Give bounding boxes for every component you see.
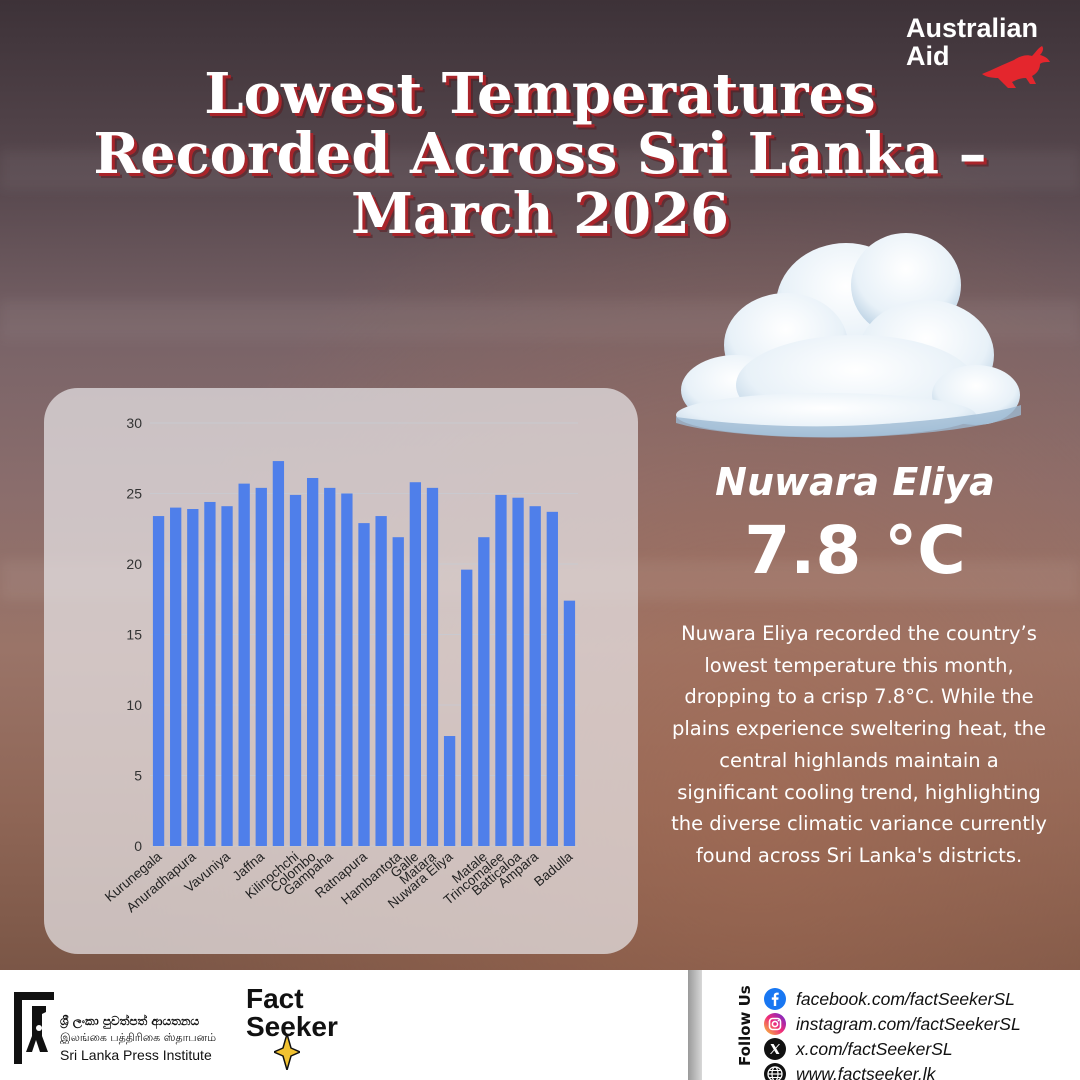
title-line1: Lowest Temperatures (204, 61, 876, 127)
bar (221, 506, 233, 846)
star-icon (274, 1034, 300, 1070)
bar (563, 600, 576, 846)
page-title: Lowest Temperatures Recorded Across Sri … (40, 64, 1040, 244)
social-facebook[interactable]: facebook.com/factSeekerSL (764, 988, 1015, 1010)
cloud-streak (0, 150, 1080, 190)
bar (512, 497, 524, 846)
x-tick-label: Badulla (531, 848, 576, 889)
bar (461, 569, 473, 846)
kangaroo-icon (982, 46, 1050, 88)
bar (152, 516, 165, 846)
factseeker-line1: Fact (246, 983, 304, 1014)
bar (529, 506, 541, 846)
bar (272, 461, 285, 846)
factseeker-logo: Fact Seeker (244, 984, 374, 1074)
australian-aid-logo: Australian Aid (898, 14, 1058, 89)
social-x[interactable]: x.com/factSeekerSL (764, 1038, 953, 1060)
bar (409, 482, 422, 846)
y-tick-label: 15 (126, 627, 142, 643)
y-tick-label: 0 (134, 838, 142, 854)
y-tick-label: 5 (134, 768, 142, 784)
social-web[interactable]: www.factseeker.lk (764, 1063, 935, 1080)
footer-divider (688, 970, 702, 1080)
slpi-sinhala-text: ශ්‍රී ලංකා පුවත්පත් ආයතනය (60, 1014, 200, 1028)
aid-logo-text: Australian Aid (906, 14, 1038, 70)
aid-line1: Australian (906, 13, 1039, 43)
slpi-tamil-text: இலங்கை பத்திரிகை ஸ்தாபனம் (60, 1031, 217, 1044)
follow-us-label: Follow Us (736, 985, 754, 1066)
bar (204, 501, 216, 846)
slpi-english-text: Sri Lanka Press Institute (60, 1047, 212, 1063)
bar (255, 487, 267, 846)
bar (341, 493, 353, 846)
bar (324, 487, 336, 846)
bar (289, 494, 302, 846)
bar (443, 736, 456, 846)
bar (375, 516, 387, 846)
factseeker-line2: Seeker (246, 1011, 338, 1042)
footer: ශ්‍රී ලංකා පුවත්පත් ආයතනය இலங்கை பத்திரி… (0, 970, 1080, 1080)
aid-line2: Aid (906, 41, 950, 71)
bar (238, 483, 250, 846)
facebook-icon (764, 988, 786, 1010)
globe-icon (764, 1063, 786, 1080)
instagram-icon (764, 1013, 786, 1035)
bar-chart: 051015202530KurunegalaAnuradhapuraVavuni… (102, 415, 578, 915)
chart-card: 0 5 10 15 20 25 30 Kurunegala Anuradhapura Vavuni… (44, 388, 638, 954)
y-tick-label: 30 (126, 415, 142, 431)
bar (426, 487, 439, 846)
highlight-temperature: 7.8 °C (744, 512, 966, 589)
y-tick-label: 10 (126, 697, 142, 713)
cloud-icon (676, 233, 1021, 438)
slpi-logo: ශ්‍රී ලංකා පුවත්පත් ආයතනය இலங்கை பத்திரி… (14, 992, 234, 1064)
bar (358, 523, 370, 846)
highlight-city: Nuwara Eliya (715, 460, 995, 504)
bar (546, 511, 558, 846)
bar (478, 537, 490, 846)
bar (170, 507, 182, 846)
website-link[interactable]: www.factseeker.lk (796, 1063, 936, 1080)
title-line3: March 2026 (351, 181, 729, 247)
bar (187, 509, 199, 846)
y-tick-label: 20 (126, 556, 142, 572)
x-icon (764, 1038, 786, 1060)
bar (392, 537, 404, 846)
x-link[interactable]: x.com/factSeekerSL (796, 1038, 953, 1059)
slpi-emblem-icon (14, 992, 54, 1064)
social-instagram[interactable]: instagram.com/factSeekerSL (764, 1013, 1021, 1035)
instagram-link[interactable]: instagram.com/factSeekerSL (796, 1013, 1021, 1034)
y-tick-label: 25 (126, 486, 142, 502)
bar (306, 477, 319, 846)
facebook-link[interactable]: facebook.com/factSeekerSL (796, 988, 1015, 1009)
bar (495, 494, 507, 846)
highlight-description: Nuwara Eliya recorded the country’s lowe… (671, 622, 1047, 867)
title-line2: Recorded Across Sri Lanka – (93, 121, 987, 187)
